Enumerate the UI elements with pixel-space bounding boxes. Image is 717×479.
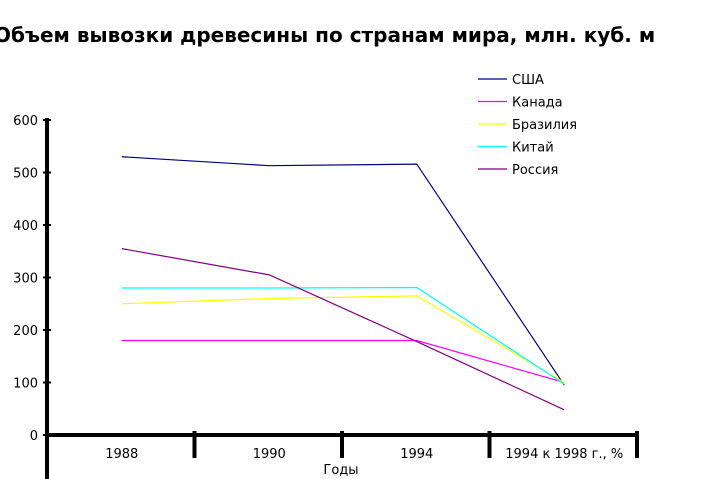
y-tick-label: 400: [13, 219, 38, 234]
x-tick-label: 1994 к 1998 г., %: [505, 447, 623, 462]
series-lines: [121, 156, 565, 411]
legend-entry: США: [512, 73, 544, 88]
series-line-2: [121, 339, 565, 384]
x-tick-label: 1988: [105, 447, 138, 462]
legend-entry: Россия: [512, 163, 558, 178]
chart-title: Объем вывозки древесины по странам мира,…: [0, 23, 655, 47]
series-line-4: [121, 286, 565, 385]
legend-entry: Канада: [512, 96, 563, 111]
y-tick-label: 300: [13, 272, 38, 287]
y-tick-label: 100: [13, 377, 38, 392]
x-ticks: 1988 1990 1994 1994 к 1998 г., %: [105, 431, 639, 462]
legend-entry: Китай: [512, 141, 554, 156]
x-tick-label: 1990: [253, 447, 286, 462]
y-ticks: 0 100 200 300 400 500 600: [13, 114, 51, 444]
y-tick-label: 600: [13, 114, 38, 129]
series-line-1: [121, 156, 565, 386]
series-line-5: [121, 248, 565, 411]
x-tick-label: 1994: [400, 447, 433, 462]
legend: США Канада Бразилия Китай Россия: [478, 73, 577, 178]
y-tick-label: 500: [13, 167, 38, 182]
series-line-3: [121, 295, 565, 384]
x-axis-label: Годы: [323, 463, 358, 478]
legend-entry: Бразилия: [512, 118, 577, 133]
y-tick-label: 200: [13, 324, 38, 339]
y-tick-label: 0: [30, 429, 38, 444]
